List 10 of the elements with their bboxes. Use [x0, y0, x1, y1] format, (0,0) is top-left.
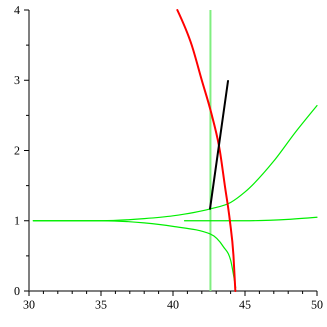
x-tick-label: 30 [23, 298, 35, 312]
x-tick-label: 45 [239, 298, 251, 312]
x-tick-label: 35 [95, 298, 107, 312]
x-tick-label: 40 [167, 298, 179, 312]
x-tick-label: 50 [311, 298, 323, 312]
y-tick-label: 2 [14, 143, 20, 158]
y-tick-label: 4 [14, 2, 20, 17]
y-tick-label: 0 [14, 284, 20, 298]
y-tick-label: 1 [14, 214, 20, 228]
y-tick-label: 3 [14, 73, 20, 88]
